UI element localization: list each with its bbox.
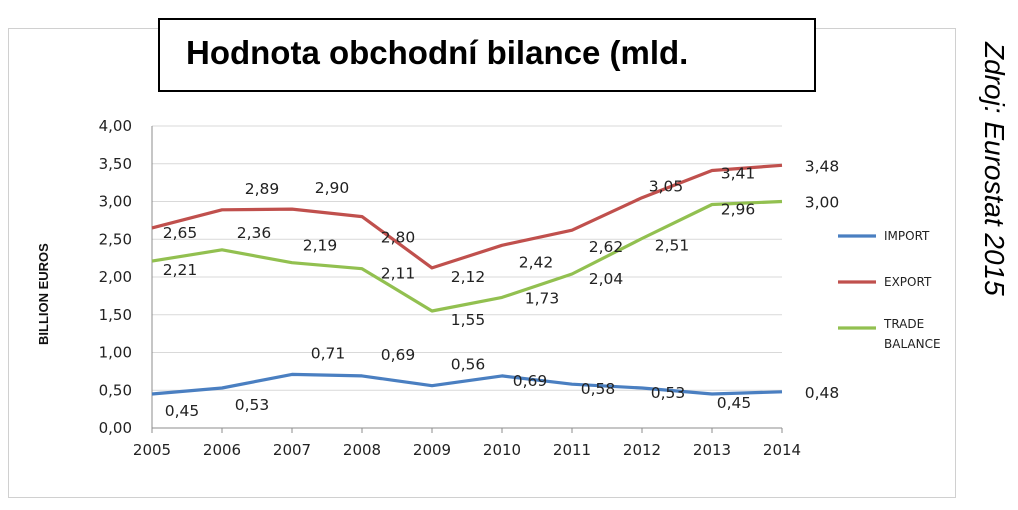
data-label: 2,90 — [315, 179, 350, 197]
x-tick-label: 2008 — [343, 441, 381, 459]
data-label: 3,00 — [805, 194, 840, 212]
data-label: 2,96 — [721, 201, 756, 219]
data-label: 2,42 — [519, 253, 554, 271]
data-label: 0,56 — [451, 356, 486, 374]
legend-label: TRADE — [883, 317, 924, 331]
data-label: 3,48 — [805, 157, 840, 175]
x-tick-label: 2006 — [203, 441, 241, 459]
data-label: 1,55 — [451, 311, 486, 329]
data-label: 0,58 — [581, 380, 616, 398]
data-label: 2,51 — [655, 236, 690, 254]
axes: 0,00 0,50 1,00 1,50 2,00 2,50 3,00 3,50 4,00 2005… — [99, 117, 802, 459]
data-label: 2,19 — [303, 237, 338, 255]
data-label: 2,04 — [589, 270, 624, 288]
data-label: 2,11 — [381, 265, 416, 283]
source-note: Zdroj: Eurostat 2015 — [979, 42, 1010, 296]
data-label: 2,89 — [245, 180, 280, 198]
data-label: 3,05 — [649, 178, 684, 196]
y-tick-label: 0,50 — [99, 381, 132, 399]
x-tick-label: 2009 — [413, 441, 451, 459]
y-tick-label: 4,00 — [99, 117, 132, 135]
x-tick-label: 2011 — [553, 441, 591, 459]
series-line-export — [151, 163, 783, 270]
data-label: 0,69 — [381, 346, 416, 364]
y-tick-label: 1,50 — [99, 306, 132, 324]
data-label: 1,73 — [525, 289, 560, 307]
data-label: 2,65 — [163, 224, 198, 242]
series-lines — [151, 163, 783, 396]
legend-label: EXPORT — [884, 275, 932, 289]
data-label: 0,69 — [513, 372, 548, 390]
data-label: 0,71 — [311, 344, 346, 362]
series-line-trade-balance — [151, 199, 783, 313]
data-label: 2,62 — [589, 238, 624, 256]
x-tick-label: 2013 — [693, 441, 731, 459]
x-tick-label: 2007 — [273, 441, 311, 459]
data-label: 2,80 — [381, 229, 416, 247]
data-label: 0,45 — [717, 394, 752, 412]
data-label: 0,53 — [235, 396, 270, 414]
data-labels: 0,45 0,53 0,71 0,69 0,56 0,69 0,58 0,53 0,45 0,48… — [163, 157, 840, 420]
data-label: 0,45 — [165, 402, 200, 420]
data-label: 2,21 — [163, 261, 198, 279]
legend: IMPORT EXPORT TRADE BALANCE — [838, 229, 941, 351]
x-tick-label: 2005 — [133, 441, 171, 459]
series-line-import — [151, 372, 783, 396]
chart-title: Hodnota obchodní bilance (mld. — [158, 18, 816, 92]
y-axis-label: BILLION EUROS — [36, 243, 51, 345]
data-label: 2,36 — [237, 224, 272, 242]
data-label: 0,53 — [651, 384, 686, 402]
y-tick-label: 0,00 — [99, 419, 132, 437]
legend-label: BALANCE — [884, 337, 941, 351]
y-tick-label: 2,00 — [99, 268, 132, 286]
legend-label: IMPORT — [884, 229, 930, 243]
data-label: 0,48 — [805, 384, 840, 402]
data-label: 3,41 — [721, 165, 756, 183]
x-tick-label: 2014 — [763, 441, 801, 459]
y-tick-label: 1,00 — [99, 344, 132, 362]
y-tick-label: 2,50 — [99, 230, 132, 248]
data-label: 2,12 — [451, 268, 486, 286]
y-tick-label: 3,00 — [99, 193, 132, 211]
x-tick-label: 2010 — [483, 441, 521, 459]
y-tick-label: 3,50 — [99, 155, 132, 173]
x-tick-label: 2012 — [623, 441, 661, 459]
